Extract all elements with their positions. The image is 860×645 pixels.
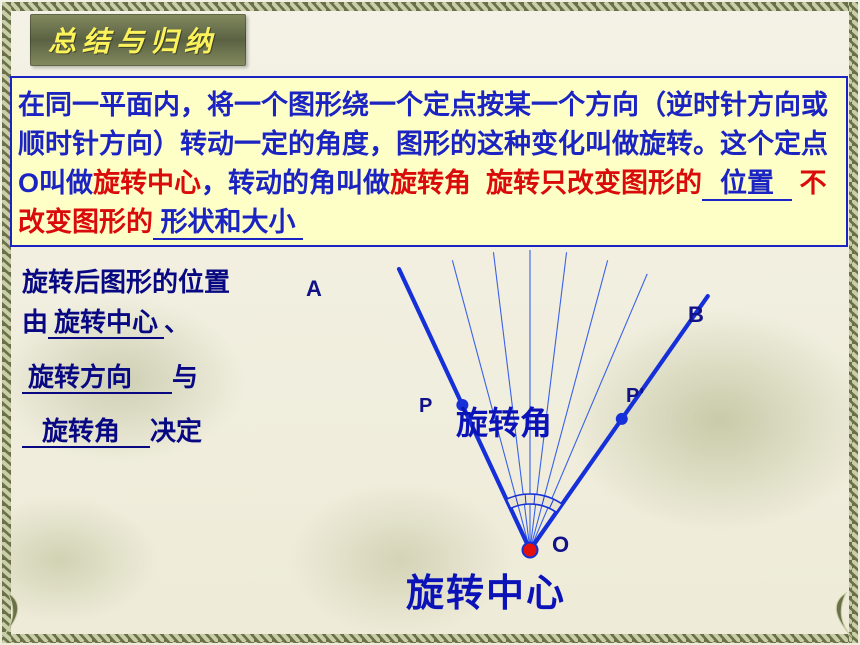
lower-and: 与 xyxy=(172,362,198,392)
label-B: B xyxy=(688,302,704,328)
fill-direction: 旋转方向 xyxy=(22,362,172,394)
label-P-prime: P' xyxy=(626,385,644,408)
label-rotation-angle: 旋转角 xyxy=(456,398,552,444)
lower-line1: 旋转后图形的位置 xyxy=(22,262,322,302)
fill-center: 旋转中心 xyxy=(48,307,164,339)
definition-box: 在同一平面内，将一个图形绕一个定点按某一个方向（逆时针方向或顺时针方向）转动一定… xyxy=(10,76,848,247)
label-A: A xyxy=(306,276,322,302)
term-rotation-center: 旋转中心 xyxy=(93,168,201,198)
change-prefix: 旋转只改变图形的 xyxy=(486,168,702,198)
lower-left-text: 旋转后图形的位置 由旋转中心、 旋转方向与 旋转角决定 xyxy=(22,262,322,451)
label-rotation-center: 旋转中心 xyxy=(406,562,566,617)
label-O: O xyxy=(552,532,569,558)
lower-prefix: 由 xyxy=(22,307,48,337)
definition-text-2: ，转动的角叫做 xyxy=(201,168,390,198)
blank-position: 位置 xyxy=(702,169,792,201)
rotation-diagram: A B P P' O 旋转角 旋转中心 xyxy=(300,250,820,620)
lower-sep: 、 xyxy=(164,307,190,337)
term-rotation-angle: 旋转角 xyxy=(390,168,471,198)
fill-angle: 旋转角 xyxy=(22,416,150,448)
lower-decides: 决定 xyxy=(150,416,202,446)
title-badge: 总结与归纳 xyxy=(30,14,246,66)
label-P: P xyxy=(419,395,432,418)
blank-shape-size: 形状和大小 xyxy=(153,208,303,240)
